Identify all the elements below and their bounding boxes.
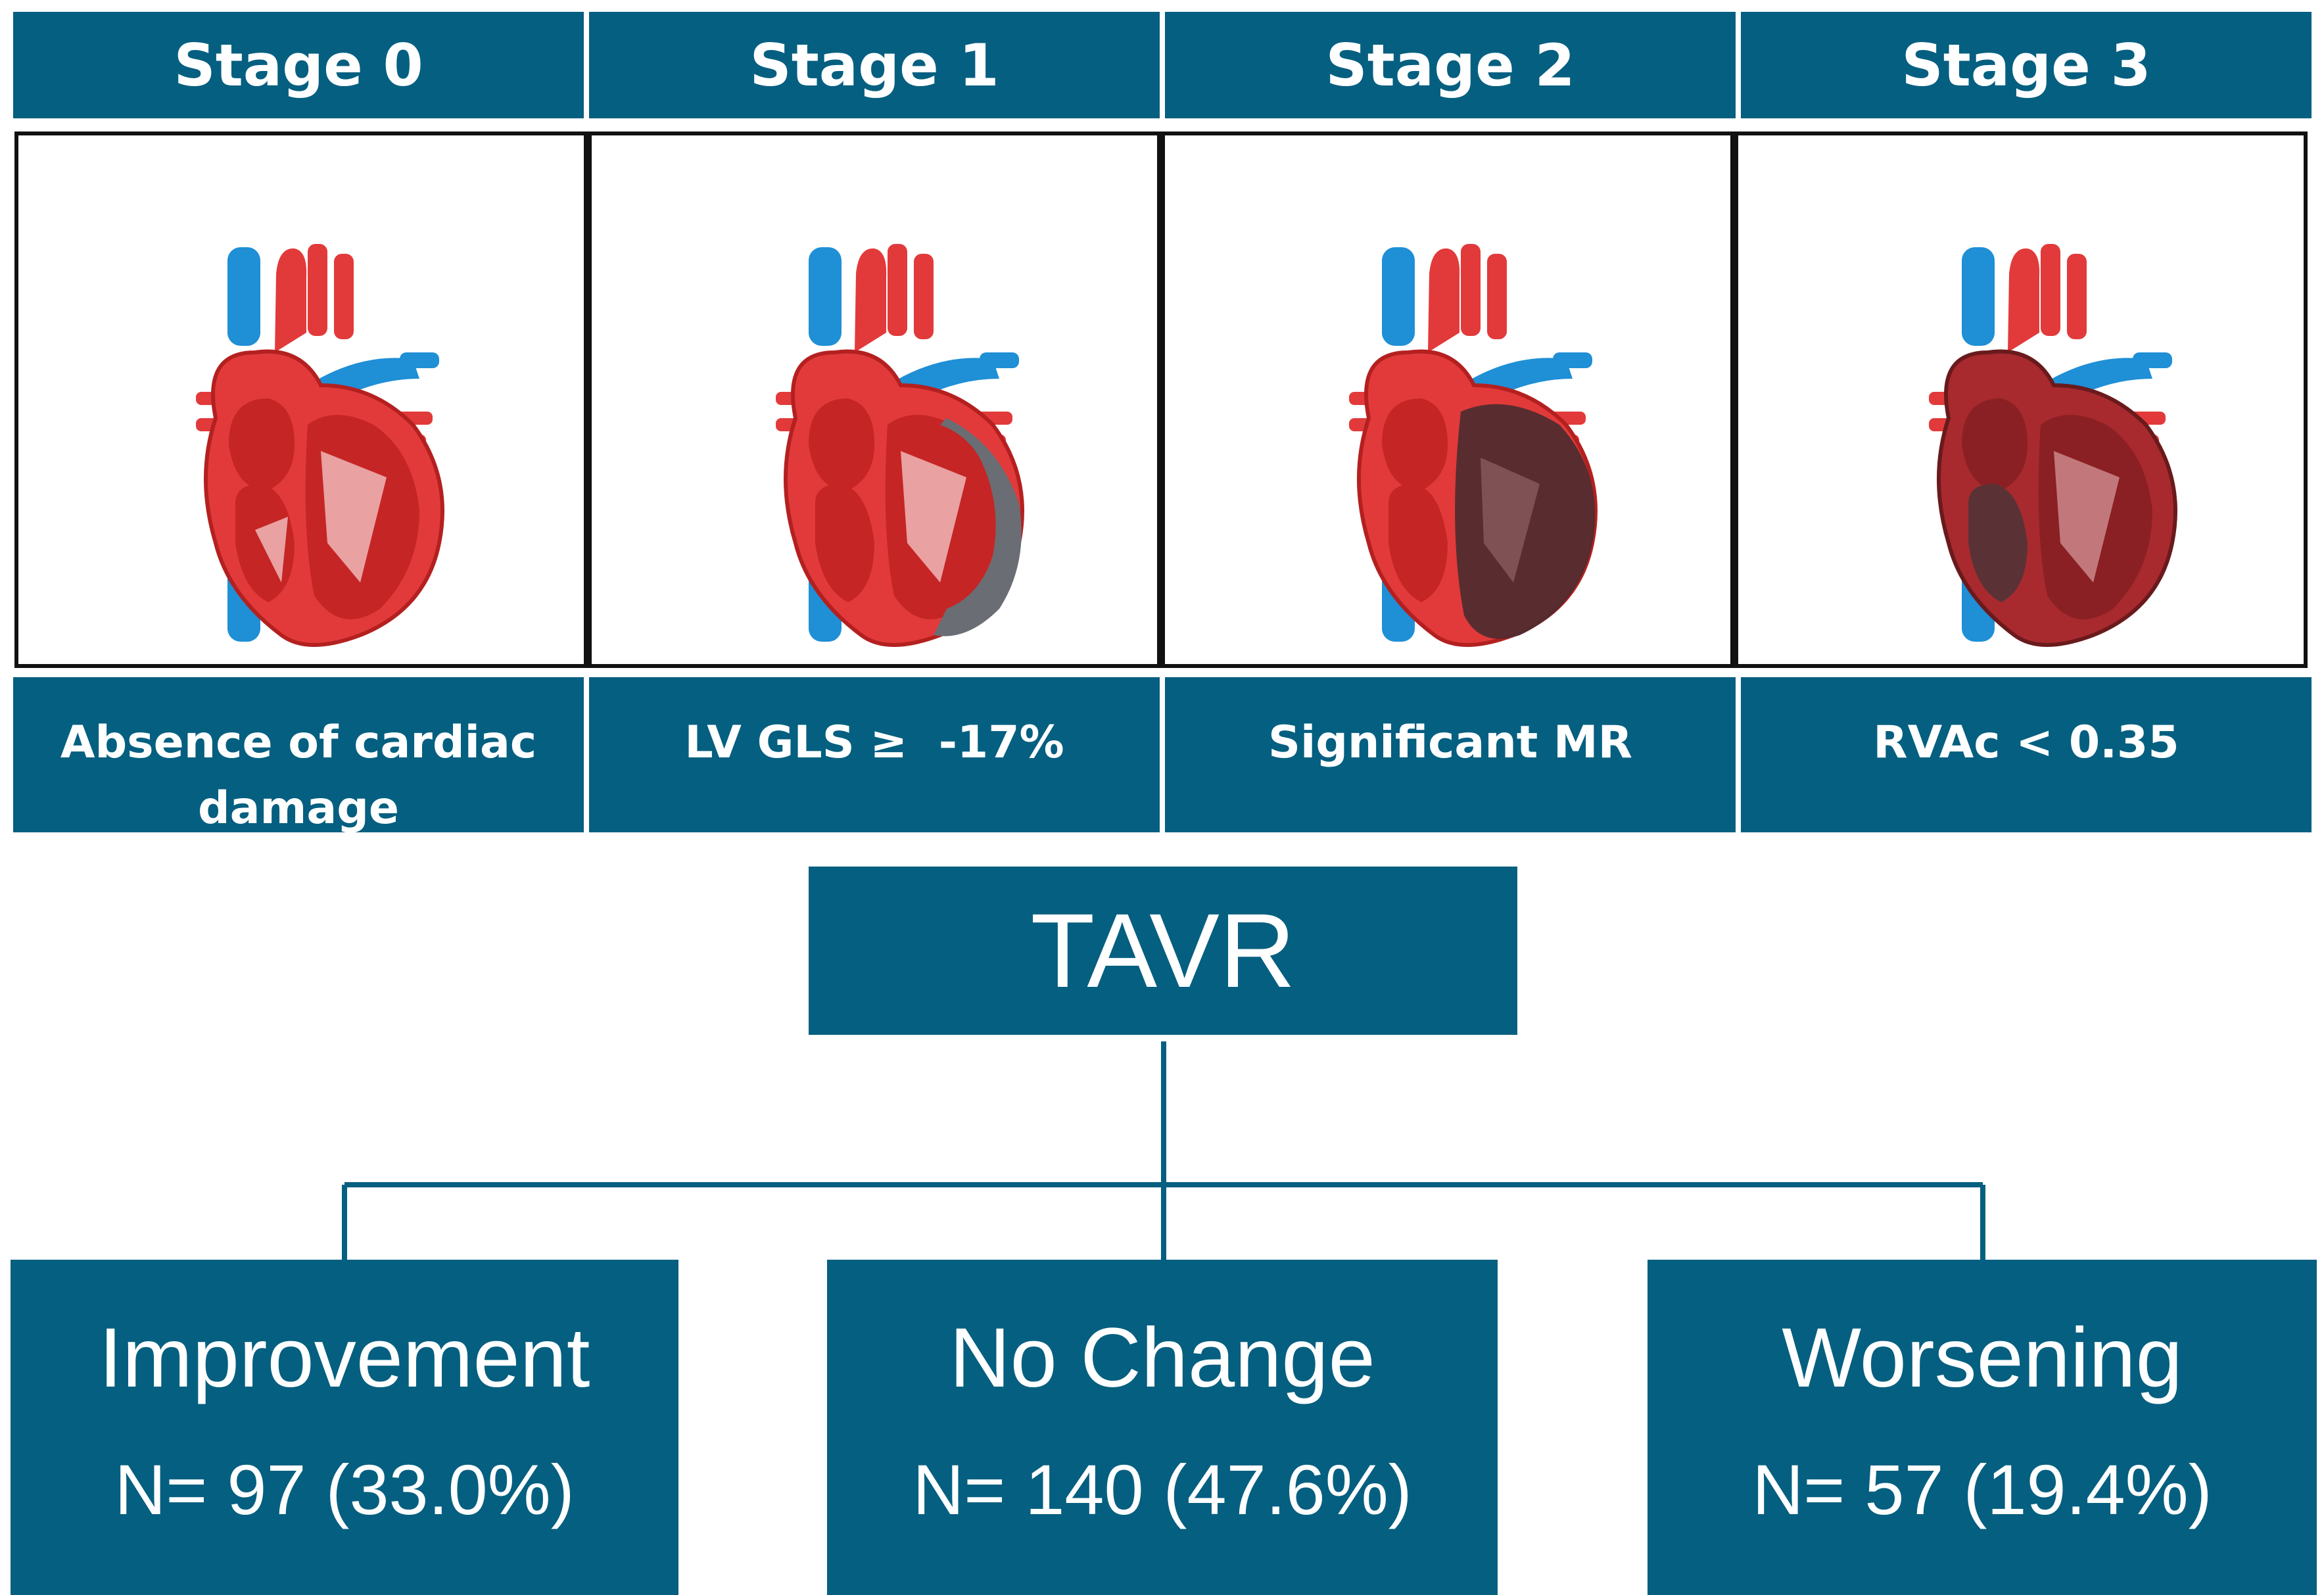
outcome-worsening-count: N= 57 (19.4%) bbox=[1752, 1450, 2212, 1529]
outcome-no-change-title: No Change bbox=[949, 1311, 1375, 1405]
stage-0-header: Stage 0 bbox=[13, 12, 584, 118]
stage-1-description-box: LV GLS ≥ -17% bbox=[589, 677, 1160, 832]
stage-2-header: Stage 2 bbox=[1165, 12, 1736, 118]
stage-0-panel bbox=[14, 131, 588, 668]
outcome-improvement-count: N= 97 (33.0%) bbox=[114, 1450, 575, 1529]
stage-1-panel bbox=[588, 131, 1161, 668]
stage-2-description-box: Significant MR bbox=[1165, 677, 1736, 832]
stage-0-description-box: Absence of cardiac damage bbox=[13, 677, 584, 834]
stage-2-panel bbox=[1161, 131, 1734, 668]
outcome-improvement: Improvement N= 97 (33.0%) bbox=[11, 1260, 678, 1595]
stage-3-panel bbox=[1734, 131, 2308, 668]
stage-2-description: Significant MR bbox=[1268, 717, 1632, 769]
heart-illustration-stage-0 bbox=[196, 244, 444, 647]
outcome-worsening-title: Worsening bbox=[1782, 1311, 2183, 1405]
outcome-no-change-count: N= 140 (47.6%) bbox=[913, 1450, 1412, 1529]
outcome-worsening: Worsening N= 57 (19.4%) bbox=[1648, 1260, 2317, 1595]
stage-3-description: RVAc < 0.35 bbox=[1873, 717, 2179, 769]
heart-illustration-stage-1 bbox=[776, 244, 1024, 647]
outcome-improvement-title: Improvement bbox=[99, 1311, 590, 1405]
tavr-label: TAVR bbox=[1030, 892, 1296, 1009]
stage-2-title: Stage 2 bbox=[1325, 31, 1575, 99]
heart-illustration-stage-2 bbox=[1349, 244, 1598, 647]
stage-3-header: Stage 3 bbox=[1741, 12, 2312, 118]
stage-0-description: Absence of cardiac damage bbox=[60, 717, 537, 834]
stage-1-header: Stage 1 bbox=[589, 12, 1160, 118]
tavr-box: TAVR bbox=[809, 867, 1517, 1035]
stage-0-title: Stage 0 bbox=[174, 31, 423, 99]
stage-1-title: Stage 1 bbox=[749, 31, 999, 99]
stage-1-description: LV GLS ≥ -17% bbox=[684, 717, 1064, 769]
stage-3-title: Stage 3 bbox=[1901, 31, 2151, 99]
stage-3-description-box: RVAc < 0.35 bbox=[1741, 677, 2312, 832]
heart-illustration-stage-3 bbox=[1929, 244, 2177, 647]
outcome-no-change: No Change N= 140 (47.6%) bbox=[827, 1260, 1498, 1595]
